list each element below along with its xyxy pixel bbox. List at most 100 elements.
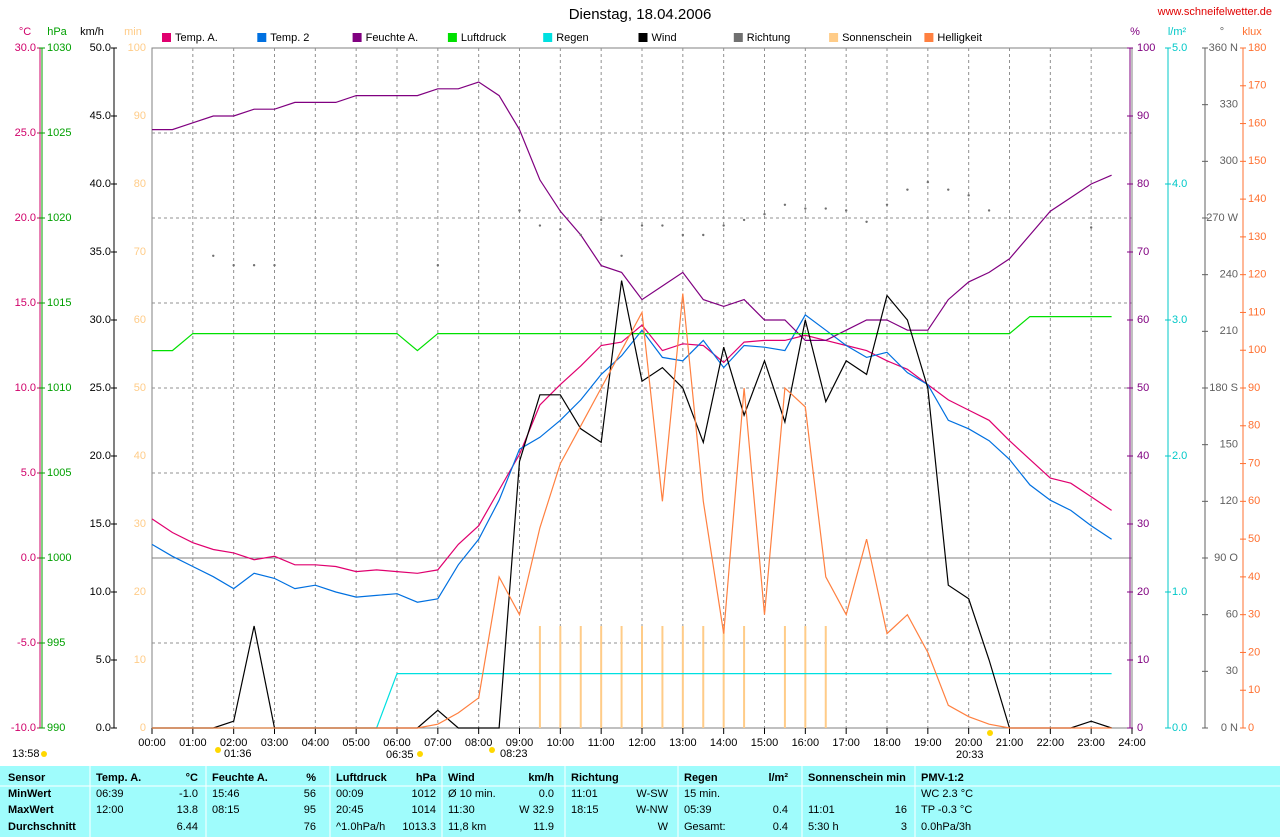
legend-swatch: [352, 33, 362, 42]
column-header: Sensor: [8, 772, 46, 784]
y-tick-label: 30: [1248, 609, 1260, 621]
column-unit: km/h: [528, 772, 554, 784]
y-tick-label: 3.0: [1172, 314, 1187, 326]
column-header: Richtung: [571, 772, 619, 784]
axis-unit: hPa: [47, 26, 67, 38]
y-tick-label: 995: [47, 637, 65, 649]
x-tick-label: 04:00: [302, 737, 330, 749]
y-tick-label: 4.0: [1172, 178, 1187, 190]
y-tick-label: 330: [1220, 99, 1238, 111]
y-tick-label: -10.0: [11, 722, 36, 734]
legend-label: Sonnenschein: [842, 32, 912, 44]
y-tick-label: 90: [1248, 382, 1260, 394]
y-tick-label: 40: [134, 450, 146, 462]
axis-unit: l/m²: [1168, 26, 1187, 38]
y-tick-label: 40: [1137, 450, 1149, 462]
y-tick-label: 70: [1248, 457, 1260, 469]
direction-dot: [640, 224, 644, 227]
cell: 1013.3: [402, 821, 436, 833]
cell: 0.0: [539, 788, 554, 800]
column-header: Feuchte A.: [212, 772, 268, 784]
annotation: 08:23: [500, 748, 528, 760]
cell: 06:39: [96, 788, 124, 800]
axis-unit: min: [124, 26, 142, 38]
legend-label: Richtung: [747, 32, 790, 44]
cell: 76: [304, 821, 316, 833]
direction-dot: [742, 218, 746, 222]
column-header: Luftdruck: [336, 772, 388, 784]
cell: TP -0.3 °C: [921, 804, 972, 816]
y-tick-label: 20: [134, 586, 146, 598]
direction-dot: [681, 233, 685, 237]
y-tick-label: 15.0: [90, 518, 111, 530]
series-line: [151, 314, 1112, 603]
column-header: Temp. A.: [96, 772, 141, 784]
direction-dot: [906, 188, 909, 191]
y-tick-label: 150: [1220, 439, 1238, 451]
series-line: [152, 673, 1112, 729]
moon-icon: [41, 751, 47, 757]
y-tick-label: 10: [1137, 654, 1149, 666]
y-tick-label: 360 N: [1209, 42, 1238, 54]
x-tick-label: 19:00: [914, 737, 942, 749]
cell: Durchschnitt: [8, 821, 76, 833]
cell: Gesamt:: [684, 821, 726, 833]
y-tick-label: 210: [1220, 325, 1238, 337]
y-tick-label: 30.0: [15, 42, 36, 54]
y-tick-label: 110: [1248, 306, 1266, 318]
cell: W-SW: [636, 788, 668, 800]
cell: 11:01: [808, 804, 835, 816]
cell: 11:30: [448, 804, 475, 816]
y-tick-label: 990: [47, 722, 65, 734]
y-tick-label: 50: [1248, 533, 1260, 545]
y-tick-label: 80: [134, 178, 146, 190]
sun-icon: [489, 747, 495, 753]
direction-dot: [661, 224, 664, 227]
x-tick-label: 17:00: [832, 737, 860, 749]
cell: W: [658, 821, 669, 833]
legend-swatch: [257, 33, 267, 42]
cell: 56: [304, 788, 316, 800]
x-tick-label: 01:00: [179, 737, 207, 749]
y-tick-label: 50: [1137, 382, 1149, 394]
y-tick-label: 160: [1248, 117, 1266, 129]
y-tick-label: 50: [134, 382, 146, 394]
direction-dot: [824, 207, 827, 210]
y-tick-label: 270 W: [1206, 212, 1238, 224]
cell: 1012: [412, 788, 436, 800]
y-tick-label: 5.0: [21, 467, 36, 479]
direction-dot: [599, 218, 603, 222]
cell: 11:01: [571, 788, 598, 800]
y-tick-label: 240: [1220, 269, 1238, 281]
x-tick-label: 13:00: [669, 737, 697, 749]
cell: ^1.0hPa/h: [336, 821, 385, 833]
legend-swatch: [638, 33, 648, 42]
column-unit: l/m²: [768, 772, 788, 784]
column-unit: hPa: [416, 772, 437, 784]
direction-dot: [232, 264, 235, 267]
cell: MaxWert: [8, 804, 54, 816]
column-unit: °C: [186, 772, 198, 784]
y-tick-label: 180 S: [1209, 382, 1238, 394]
x-tick-label: 21:00: [996, 737, 1024, 749]
direction-dot: [926, 180, 930, 184]
x-tick-label: 24:00: [1118, 737, 1146, 749]
y-tick-label: 1000: [47, 552, 71, 564]
y-tick-label: 45.0: [90, 110, 111, 122]
cell: 08:15: [212, 804, 240, 816]
moon-icon: [215, 747, 221, 753]
cell: W 32.9: [519, 804, 554, 816]
cell: 1014: [412, 804, 436, 816]
y-tick-label: 1015: [47, 297, 71, 309]
y-tick-label: 20.0: [15, 212, 36, 224]
y-tick-label: 60: [1226, 609, 1238, 621]
stats-background: [0, 766, 1280, 837]
y-tick-label: 170: [1248, 80, 1266, 92]
direction-dot: [947, 188, 950, 191]
cell: 15 min.: [684, 788, 720, 800]
y-tick-label: 90: [134, 110, 146, 122]
x-tick-label: 03:00: [261, 737, 289, 749]
cell: 13.8: [177, 804, 198, 816]
column-header: Regen: [684, 772, 718, 784]
